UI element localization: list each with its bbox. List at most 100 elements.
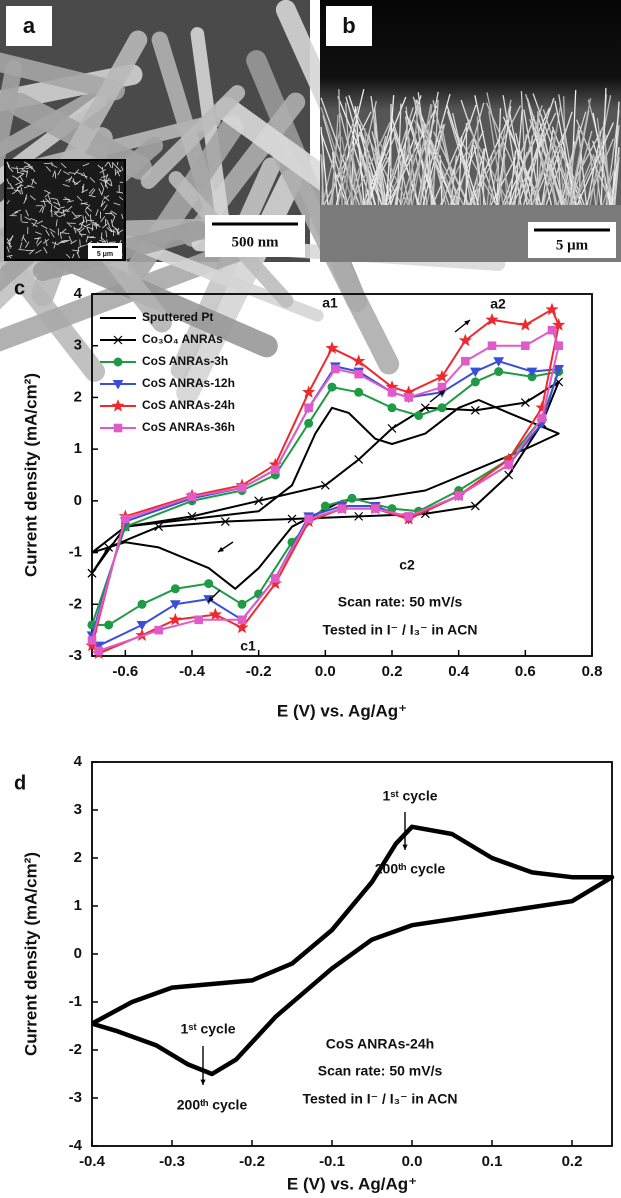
inset-wire — [32, 220, 38, 227]
annotation: Scan rate: 50 mV/s — [318, 1063, 443, 1079]
scale-box — [205, 215, 305, 257]
marker — [154, 522, 164, 532]
nanowire — [371, 131, 392, 207]
marker — [535, 400, 549, 414]
inset-wire — [53, 205, 60, 211]
annotation: c2 — [399, 557, 415, 573]
inset-wire — [71, 180, 79, 185]
nanowire — [585, 138, 615, 207]
nanowire — [514, 110, 523, 207]
nanowire — [364, 150, 370, 207]
inset-wire — [76, 251, 80, 259]
inset-wire — [97, 164, 104, 170]
nanowire — [389, 104, 392, 207]
inset-wire — [91, 223, 94, 232]
marker — [387, 403, 397, 413]
inset-wire — [44, 239, 48, 247]
inset-wire — [102, 166, 104, 175]
y-tick-label: -2 — [69, 595, 82, 612]
marker — [553, 364, 565, 375]
nanowire — [488, 99, 512, 207]
x-tick-label: -0.1 — [319, 1153, 345, 1170]
inset-wire — [85, 204, 91, 211]
nanowire — [409, 119, 437, 207]
marker — [537, 413, 547, 423]
x-tick-label: 0.6 — [515, 663, 536, 680]
inset-wire — [100, 182, 105, 190]
inset-wire — [89, 177, 96, 183]
inset-wire — [102, 223, 108, 229]
inset-wire — [113, 202, 121, 206]
arrow-head — [218, 546, 224, 552]
inset-wire — [71, 253, 75, 259]
nanowire — [339, 112, 365, 207]
y-tick-label: 3 — [74, 801, 82, 818]
inset-wire — [62, 183, 70, 188]
inset-wire — [17, 171, 25, 175]
inset-wire — [12, 175, 19, 180]
nanowire — [577, 129, 588, 207]
inset-wire — [31, 178, 35, 186]
marker — [304, 403, 313, 413]
inset-wire — [45, 166, 52, 172]
nanowire — [331, 151, 340, 207]
nanowire — [586, 131, 602, 207]
inset-wire — [104, 181, 108, 189]
y-tick-label: 2 — [74, 388, 82, 405]
scale-text: 5 μm — [556, 237, 589, 253]
inset-wire — [36, 237, 40, 244]
marker — [437, 403, 447, 413]
inset-wire — [76, 195, 83, 202]
marker — [470, 377, 480, 387]
y-tick-label: 4 — [74, 753, 83, 770]
annotation: Scan rate: 50 mV/s — [338, 594, 463, 610]
inset-wire — [121, 213, 124, 220]
x-axis-title: E (V) vs. Ag/Ag⁺ — [287, 1174, 417, 1193]
nanowire — [419, 104, 433, 207]
inset-wire — [104, 179, 107, 187]
inset-wire — [57, 168, 62, 176]
marker — [354, 511, 364, 521]
marker — [137, 599, 147, 609]
marker — [320, 480, 330, 490]
nanowire — [411, 103, 432, 207]
marker — [325, 341, 339, 354]
marker — [404, 512, 413, 521]
marker — [371, 504, 380, 513]
sem-image-b: b 5 μm — [320, 0, 621, 262]
inset-wire — [61, 208, 67, 214]
inset-wire — [39, 205, 44, 213]
label-box — [6, 6, 52, 46]
inset-wire — [80, 202, 88, 205]
annotation: Tested in I⁻ / I₃⁻ in ACN — [322, 622, 477, 638]
annotation: a2 — [490, 296, 506, 312]
inset-wire — [50, 164, 58, 168]
x-tick-label: 0.8 — [582, 663, 603, 680]
x-tick-label: 0.0 — [402, 1153, 423, 1170]
inset-wire — [35, 249, 42, 254]
nanowire — [489, 157, 517, 207]
marker — [504, 470, 514, 480]
inset-wire — [22, 236, 27, 243]
nanowire — [511, 105, 543, 207]
inset-wire — [9, 235, 14, 242]
inset-wire — [94, 223, 101, 228]
nanowire — [476, 135, 479, 207]
nanowire — [396, 103, 402, 207]
nanowire — [335, 89, 365, 207]
inset-wire — [103, 195, 110, 202]
x-tick-label: -0.2 — [246, 663, 272, 680]
marker — [237, 615, 247, 625]
marker — [470, 405, 480, 415]
inset-wire — [35, 231, 42, 235]
x-axis-title: E (V) vs. Ag/Ag⁺ — [277, 701, 407, 720]
marker — [494, 367, 504, 377]
inset-wire — [6, 246, 10, 253]
annotation: a1 — [322, 295, 338, 311]
inset-wire — [100, 175, 108, 178]
inset-wire — [73, 169, 79, 176]
marker — [170, 584, 180, 594]
inset-wire — [111, 225, 118, 231]
nanowire — [337, 96, 383, 207]
